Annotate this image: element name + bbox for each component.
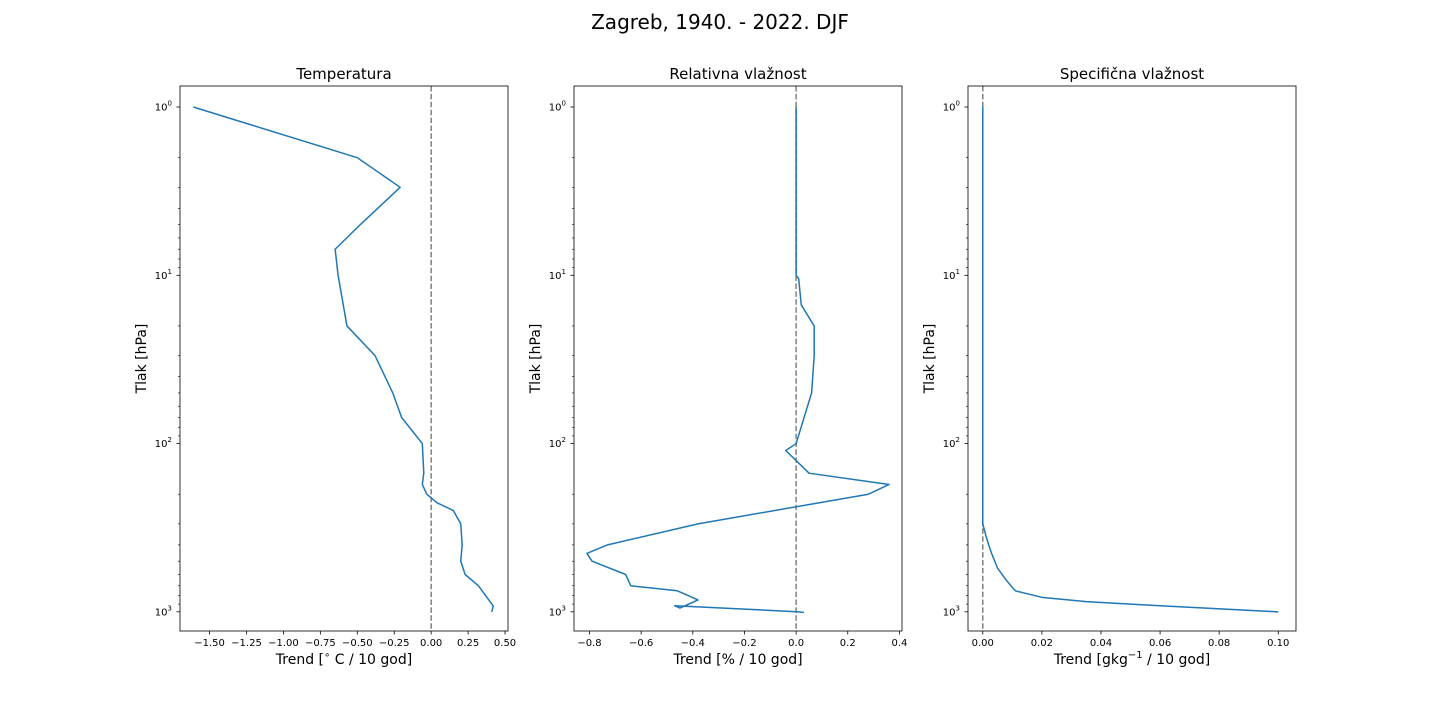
y-tick-label: 100 xyxy=(549,100,566,114)
y-tick-label: 101 xyxy=(943,268,960,282)
x-tick-label: 0.10 xyxy=(1267,638,1289,649)
y-tick-label-base: 10 xyxy=(943,103,956,114)
y-tick-label: 101 xyxy=(155,268,172,282)
figure-title: Zagreb, 1940. - 2022. DJF xyxy=(591,10,849,34)
y-tick-label-exponent: 3 xyxy=(168,604,172,612)
y-tick-label-exponent: 0 xyxy=(562,100,566,108)
y-tick-label: 100 xyxy=(943,100,960,114)
y-tick-label-exponent: 3 xyxy=(956,604,960,612)
panel-temperatura: Temperatura −1.50 −1.25 −1.00 −0.75 −0.50 −0.2… xyxy=(134,65,516,668)
y-tick-label: 103 xyxy=(549,604,566,618)
x-axis-label: Trend [% / 10 god] xyxy=(672,652,802,668)
y-tick-label-base: 10 xyxy=(549,103,562,114)
x-tick-label: 0.08 xyxy=(1208,638,1230,649)
y-tick-label: 102 xyxy=(155,436,172,450)
axes-frame xyxy=(573,85,903,632)
panel-title: Specifična vlažnost xyxy=(1060,65,1204,83)
x-tick-label: −0.6 xyxy=(629,638,653,649)
panel-title: Temperatura xyxy=(295,65,391,83)
x-tick-label: 0.2 xyxy=(840,638,856,649)
x-tick-label: −0.2 xyxy=(732,638,756,649)
x-tick-label: −1.25 xyxy=(231,638,262,649)
y-tick-label-exponent: 2 xyxy=(956,436,960,444)
trend-series-line xyxy=(193,106,494,613)
y-tick-label-exponent: 3 xyxy=(562,604,566,612)
x-tick-label: −0.4 xyxy=(681,638,705,649)
y-tick-label-base: 10 xyxy=(155,271,168,282)
x-axis-label: Trend [∘ C / 10 god] xyxy=(275,650,412,668)
x-tick-label: 0.4 xyxy=(891,638,907,649)
x-tick-label: −0.25 xyxy=(379,638,410,649)
x-tick-label: −1.00 xyxy=(268,638,299,649)
y-tick-label-exponent: 1 xyxy=(562,268,566,276)
x-tick-label: 0.00 xyxy=(972,638,994,649)
y-tick-label-exponent: 2 xyxy=(562,436,566,444)
x-tick-label: 0.0 xyxy=(788,638,804,649)
y-tick-label: 103 xyxy=(943,604,960,618)
x-axis-label-part: −1 xyxy=(1128,650,1143,661)
y-axis-label: Tlak [hPa] xyxy=(922,324,938,395)
trend-series-line xyxy=(586,107,890,614)
x-tick-label: 0.02 xyxy=(1031,638,1053,649)
y-tick-label-exponent: 0 xyxy=(956,100,960,108)
y-tick-label: 101 xyxy=(549,268,566,282)
x-tick-label: 0.00 xyxy=(420,638,442,649)
y-tick-label: 102 xyxy=(943,436,960,450)
panel-specificna-vlaznost: Specifična vlažnost 0.00 0.02 0.04 0.06 0.08 0… xyxy=(922,65,1297,668)
x-tick-label: −0.75 xyxy=(305,638,336,649)
x-tick-label: −0.8 xyxy=(577,638,601,649)
y-tick-label-exponent: 1 xyxy=(168,268,172,276)
x-axis-label-part: ∘ xyxy=(324,650,330,661)
x-axis-label-part: C / 10 god] xyxy=(330,652,412,668)
x-tick-label: 0.06 xyxy=(1149,638,1171,649)
x-axis-label-part: Trend [gkg xyxy=(1053,652,1128,668)
y-tick-label-base: 10 xyxy=(549,439,562,450)
x-axis-label: Trend [gkg−1 / 10 god] xyxy=(1053,650,1211,668)
trend-series-line xyxy=(982,107,1279,613)
y-tick-label: 100 xyxy=(155,100,172,114)
x-axis-label-part: Trend [ xyxy=(275,652,324,668)
y-tick-label-exponent: 1 xyxy=(956,268,960,276)
y-tick-label-exponent: 2 xyxy=(168,436,172,444)
panel-relativna-vlaznost: Relativna vlažnost −0.8 −0.6 −0.4 −0.2 0.0 0.2… xyxy=(528,65,907,668)
y-tick-label-base: 10 xyxy=(155,607,168,618)
y-tick-label-base: 10 xyxy=(943,607,956,618)
y-tick-label: 103 xyxy=(155,604,172,618)
y-axis-label: Tlak [hPa] xyxy=(134,324,150,395)
y-tick-label-base: 10 xyxy=(549,271,562,282)
y-tick-label-base: 10 xyxy=(155,439,168,450)
x-tick-label: 0.25 xyxy=(457,638,479,649)
y-tick-label: 102 xyxy=(549,436,566,450)
x-tick-label: −1.50 xyxy=(194,638,225,649)
y-tick-label-base: 10 xyxy=(943,271,956,282)
y-tick-label-base: 10 xyxy=(549,607,562,618)
axes-frame xyxy=(967,85,1297,632)
x-tick-label: 0.50 xyxy=(494,638,516,649)
axes-frame xyxy=(179,85,509,632)
x-tick-label: 0.04 xyxy=(1090,638,1112,649)
panel-title: Relativna vlažnost xyxy=(669,65,806,83)
x-tick-label: −0.50 xyxy=(342,638,373,649)
y-tick-label-base: 10 xyxy=(943,439,956,450)
y-axis-label: Tlak [hPa] xyxy=(528,324,544,395)
y-tick-label-base: 10 xyxy=(155,103,168,114)
y-tick-label-exponent: 0 xyxy=(168,100,172,108)
x-axis-label-part: / 10 god] xyxy=(1143,652,1211,668)
